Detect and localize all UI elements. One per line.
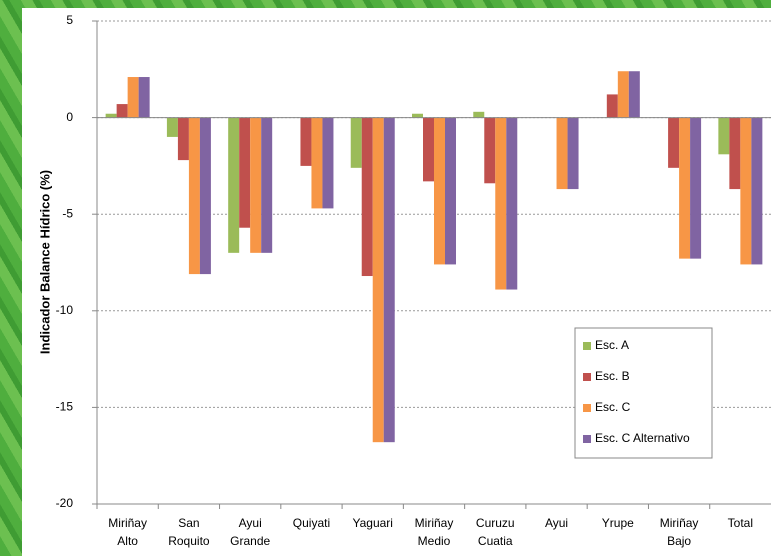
y-axis-label: Indicador Balance Hídrico (%) (37, 170, 52, 354)
legend-label: Esc. C Alternativo (595, 431, 690, 445)
bar (362, 118, 373, 276)
y-tick-label: -15 (56, 400, 74, 414)
bar (384, 118, 395, 443)
bar (139, 77, 150, 118)
page: {"chart_data": {"type": "bar", "y_label"… (0, 0, 771, 556)
y-tick-label: -10 (56, 303, 74, 317)
bar (311, 118, 322, 209)
bar (117, 104, 128, 118)
x-tick-label-line: Curuzu (476, 516, 515, 530)
x-tick-label-line: Yaguari (352, 516, 392, 530)
x-tick-label-line: Miriñay (660, 516, 699, 530)
bar (239, 118, 250, 228)
bar (189, 118, 200, 274)
x-tick-label-line: Ayui (239, 516, 262, 530)
x-tick-label-line: Quiyati (293, 516, 330, 530)
bar (629, 71, 640, 117)
bar (557, 118, 568, 189)
x-tick-label-line: Yrupe (602, 516, 634, 530)
bar (729, 118, 740, 189)
bar (484, 118, 495, 184)
bar (690, 118, 701, 259)
x-tick-label-line: Ayui (545, 516, 568, 530)
bar (167, 118, 178, 137)
bar (568, 118, 579, 189)
legend-label: Esc. A (595, 338, 629, 352)
bar (607, 94, 618, 117)
x-tick-label-line: San (178, 516, 199, 530)
x-tick-label-line: Miriñay (415, 516, 454, 530)
bar (228, 118, 239, 253)
bar (412, 114, 423, 118)
legend-label: Esc. B (595, 369, 630, 383)
bar (250, 118, 261, 253)
bar (445, 118, 456, 265)
bar (261, 118, 272, 253)
x-tick-label-line: Cuatia (478, 534, 513, 548)
bar (300, 118, 311, 166)
x-tick-label-line: Grande (230, 534, 270, 548)
legend-label: Esc. C (595, 400, 631, 414)
bar (506, 118, 517, 290)
x-tick-label-line: Total (728, 516, 753, 530)
chart: Indicador Balance Hídrico (%) 5 0 -5 -10 -15… (0, 0, 771, 556)
x-tick-label: Quiyati (293, 516, 330, 530)
y-tick-label: 5 (66, 13, 73, 27)
x-tick-label: Yrupe (602, 516, 634, 530)
x-tick-label-line: Roquito (168, 534, 210, 548)
y-tick-label: 0 (66, 110, 73, 124)
bar (128, 77, 139, 118)
x-tick-label-line: Bajo (667, 534, 691, 548)
x-tick-label-line: Miriñay (108, 516, 147, 530)
bar (751, 118, 762, 265)
x-tick-label: Yaguari (352, 516, 392, 530)
bar (200, 118, 211, 274)
legend-swatch (583, 435, 591, 443)
bar (178, 118, 189, 161)
bar (495, 118, 506, 290)
bar (618, 71, 629, 117)
x-tick-label: Total (728, 516, 753, 530)
bar (351, 118, 362, 168)
bar (473, 112, 484, 118)
x-tick-label-line: Medio (418, 534, 451, 548)
bar (434, 118, 445, 265)
legend-swatch (583, 373, 591, 381)
bar (106, 114, 117, 118)
bar (322, 118, 333, 209)
y-tick-label: -5 (62, 206, 73, 220)
x-tick-label: Ayui (545, 516, 568, 530)
bar (718, 118, 729, 155)
legend-swatch (583, 404, 591, 412)
bar (373, 118, 384, 443)
x-tick-label-line: Alto (117, 534, 138, 548)
y-tick-label: -20 (56, 496, 74, 510)
bar (740, 118, 751, 265)
bar (668, 118, 679, 168)
legend-swatch (583, 342, 591, 350)
bar (423, 118, 434, 182)
bar (679, 118, 690, 259)
